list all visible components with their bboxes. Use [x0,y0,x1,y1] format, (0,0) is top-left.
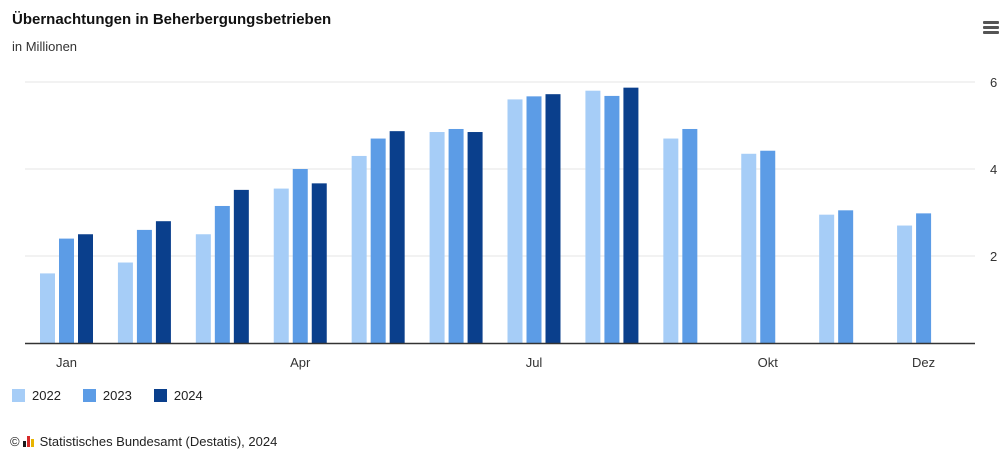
bar-2023-Feb [136,229,152,343]
legend-swatch-2022 [12,389,25,402]
bar-2023-Nov [838,210,854,343]
legend-item-2022[interactable]: 2022 [12,388,61,403]
x-tick-label: Okt [758,355,779,370]
x-tick-label: Dez [912,355,935,370]
legend-swatch-2023 [82,389,96,402]
x-tick-label: Apr [290,355,311,370]
bar-2022-Jun [429,132,445,343]
bar-2023-Jun [448,128,464,343]
legend-label-2024: 2024 [173,388,203,403]
bar-2023-Mär [214,205,230,343]
bar-2023-Jul [526,96,542,343]
bar-chart: 2 4 6 Jan Apr Jul Okt Dez [25,75,997,370]
bar-2023-Okt [760,150,776,343]
bar-2022-Nov [819,214,835,343]
menu-line [983,26,999,29]
bar-2024-Mär [233,189,249,343]
bar-2023-Sep [682,128,698,343]
legend: 2022 2023 2024 [12,388,203,403]
legend-item-2023[interactable]: 2023 [82,388,132,403]
bar-2022-Jan [40,273,55,343]
x-tick-label: Jan [56,355,77,370]
bar-2022-Feb [117,262,133,343]
legend-label-2022: 2022 [32,388,61,403]
bar-2023-Dez [916,213,932,343]
bar-2024-Apr [311,183,327,343]
bar-2022-Apr [273,188,289,343]
y-tick-label: 6 [990,75,997,90]
bar-2024-Jan [78,234,93,343]
credit-text[interactable]: Statistisches Bundesamt (Destatis), 2024 [39,434,278,449]
bar-2022-Dez [897,225,913,343]
bar-2023-Mai [370,138,386,343]
bar-2024-Jun [467,132,483,343]
bar-2023-Jan [59,238,74,343]
bar-2022-Okt [741,153,757,343]
y-tick-label: 2 [990,249,997,264]
source-credit: © Statistisches Bundesamt (Destatis), 20… [10,434,277,449]
hamburger-menu-icon[interactable] [983,21,999,35]
menu-line [983,31,999,34]
legend-swatch-2024 [153,389,167,402]
menu-line [983,21,999,24]
chart-title: Übernachtungen in Beherbergungsbetrieben [12,11,332,28]
destatis-logo-icon [22,436,34,447]
bar-2023-Aug [604,95,620,343]
bar-2022-Mai [351,155,367,343]
bar-2024-Mai [389,131,405,343]
y-tick-label: 4 [990,162,997,177]
bar-2024-Aug [623,87,639,343]
bar-2022-Aug [585,90,601,343]
bar-2024-Jul [545,94,561,344]
chart-subtitle: in Millionen [12,39,78,54]
bar-2024-Feb [155,221,171,343]
copyright-symbol: © [10,434,20,449]
bar-2022-Mär [195,234,211,343]
legend-label-2023: 2023 [102,388,132,403]
bar-2022-Sep [663,138,679,343]
legend-item-2024[interactable]: 2024 [153,388,203,403]
x-tick-label: Jul [526,355,543,370]
bar-2022-Jul [507,99,523,344]
bar-2023-Apr [292,169,308,343]
